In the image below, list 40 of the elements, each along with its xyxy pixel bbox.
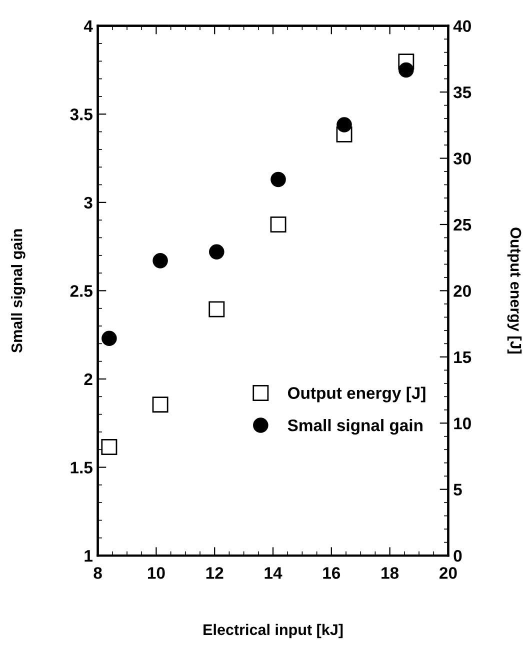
x-axis-title: Electrical input [kJ] — [204, 624, 343, 638]
x-tick-label: 20 — [440, 567, 457, 579]
y2-axis-title: Output energy [J] — [507, 228, 522, 354]
point — [209, 244, 224, 260]
y-tick-label: 2 — [84, 373, 92, 386]
point — [336, 126, 352, 142]
y-tick-label: 1.5 — [70, 462, 92, 474]
point — [208, 301, 225, 318]
point — [102, 330, 117, 346]
y-tick-label: 2.5 — [70, 285, 92, 297]
y-tick-label: 3.5 — [70, 108, 92, 120]
y-tick-label: 4 — [84, 20, 93, 32]
y2-tick-label: 25 — [454, 218, 472, 231]
y2-tick-label: 5 — [454, 484, 462, 496]
point — [270, 172, 286, 188]
x-tick-label: 10 — [148, 567, 165, 579]
point — [101, 438, 118, 455]
point — [152, 253, 168, 268]
point — [398, 62, 414, 78]
y2-tick-label: 10 — [454, 418, 471, 430]
point — [270, 216, 286, 232]
y2-tick-label: 20 — [454, 285, 471, 297]
legend-label: Small signal gain — [288, 419, 422, 435]
point — [398, 54, 414, 70]
point — [152, 396, 168, 413]
y2-tick-label: 40 — [453, 20, 471, 32]
x-tick-label: 14 — [264, 567, 282, 579]
x-tick-label: 18 — [382, 567, 399, 579]
y-axis-title: Small signal gain — [11, 229, 26, 353]
y2-tick-label: 0 — [454, 550, 462, 562]
y2-tick-label: 35 — [453, 86, 472, 98]
x-tick-label: 12 — [206, 567, 224, 579]
legend-label: Output energy [J] — [288, 386, 426, 402]
y-tick-label: 3 — [84, 196, 92, 209]
y-tick-label: 1 — [84, 550, 92, 562]
y2-tick-label: 15 — [454, 351, 472, 364]
x-tick-label: 16 — [323, 567, 340, 579]
x-tick-label: 8 — [94, 567, 102, 579]
y2-tick-label: 30 — [453, 152, 471, 164]
point — [336, 117, 352, 132]
